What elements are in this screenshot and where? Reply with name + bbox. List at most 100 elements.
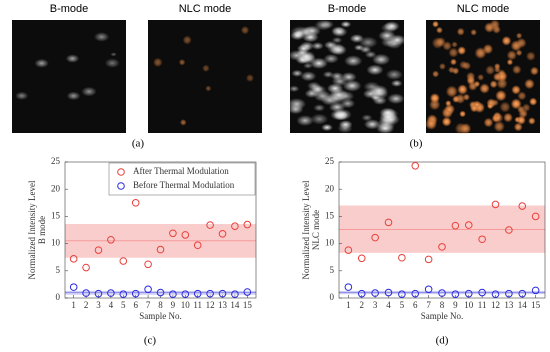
speckle: [93, 32, 110, 42]
x-tick-label: 14: [518, 300, 528, 310]
speckle: [353, 44, 365, 51]
speckle: [451, 41, 458, 48]
speckle: [484, 22, 495, 33]
speckle: [444, 103, 455, 115]
speckle: [202, 64, 210, 72]
speckle: [529, 97, 538, 106]
x-tick-label: 6: [413, 300, 418, 310]
y-tick-label: 15: [325, 210, 335, 220]
data-point: [107, 289, 115, 297]
speckle: [380, 22, 398, 34]
speckle: [474, 47, 487, 59]
panel-title: B-mode: [328, 3, 367, 15]
data-point: [243, 288, 252, 296]
x-tick-label: 10: [464, 300, 474, 310]
speckle: [34, 58, 49, 68]
speckle: [376, 118, 396, 131]
data-point: [505, 226, 513, 234]
speckle: [436, 26, 443, 34]
x-tick-label: 9: [453, 300, 458, 310]
speckle: [516, 115, 526, 125]
data-point: [384, 288, 393, 297]
data-point: [491, 290, 500, 298]
speckle: [289, 85, 300, 92]
speckle: [311, 42, 324, 50]
speckle: [66, 91, 81, 101]
speckle: [313, 104, 326, 112]
data-point: [206, 221, 214, 229]
x-tick-label: 1: [71, 300, 76, 310]
speckle: [178, 59, 186, 66]
speckle: [432, 70, 440, 78]
x-tick-label: 15: [531, 300, 541, 310]
speckle: [205, 85, 212, 92]
speckle: [299, 26, 315, 36]
x-tick-label: 3: [96, 300, 101, 310]
data-point: [107, 235, 115, 244]
speckle: [501, 35, 512, 46]
speckle: [104, 58, 120, 68]
speckle: [466, 71, 476, 82]
speckle: [448, 47, 459, 58]
speckle: [477, 73, 485, 81]
x-tick-label: 10: [181, 300, 191, 310]
legend-label: Before Thermal Modulation: [133, 180, 235, 190]
y-tick-label: 20: [51, 183, 61, 193]
legend-box: [108, 162, 256, 196]
x-tick-label: 5: [400, 300, 405, 310]
y-tick-label: 0: [330, 292, 335, 302]
data-point: [193, 241, 202, 250]
speckle: [182, 35, 192, 45]
caption: (d): [436, 335, 449, 347]
y-tick-label: 10: [325, 238, 335, 248]
data-point: [94, 246, 103, 254]
speckle: [512, 65, 522, 75]
speckle: [499, 101, 511, 113]
speckle: [291, 69, 303, 77]
x-tick-label: 8: [158, 300, 163, 310]
speckle: [489, 80, 498, 89]
speckle: [473, 80, 481, 88]
speckle: [425, 118, 437, 130]
x-tick-label: 2: [359, 300, 364, 310]
data-point: [464, 221, 473, 229]
data-point: [119, 290, 128, 298]
speckle: [110, 52, 117, 57]
speckle: [300, 71, 317, 82]
range-band: [339, 205, 545, 253]
data-point: [243, 220, 252, 229]
data-point: [82, 263, 90, 272]
speckle: [432, 20, 439, 28]
data-point: [357, 254, 366, 263]
speckle: [310, 113, 329, 125]
x-tick-label: 13: [504, 300, 514, 310]
data-point: [505, 289, 513, 298]
data-point: [478, 288, 486, 297]
data-point: [193, 289, 202, 298]
speckle: [313, 90, 332, 102]
speckle: [311, 85, 324, 93]
x-tick-label: 7: [426, 300, 431, 310]
data-point: [156, 288, 165, 297]
legend-label: After Thermal Modulation: [133, 166, 229, 176]
data-point: [424, 285, 433, 294]
speckle: [456, 27, 465, 36]
data-point: [218, 289, 227, 298]
y-axis-label: Normalized Intensity Level: [301, 180, 311, 279]
data-point: [94, 289, 103, 298]
speckle: [506, 50, 517, 61]
speckle: [331, 36, 343, 44]
speckle: [450, 58, 457, 66]
speckle: [381, 108, 399, 120]
data-point: [69, 283, 78, 291]
data-point: [371, 289, 379, 297]
speckle: [445, 85, 458, 98]
panel-title: NLC mode: [179, 3, 232, 15]
data-point: [344, 246, 353, 254]
speckle: [320, 20, 335, 29]
data-point: [384, 218, 393, 227]
panel-title: B-mode: [50, 3, 89, 15]
speckle: [441, 116, 452, 127]
speckle: [459, 60, 468, 69]
